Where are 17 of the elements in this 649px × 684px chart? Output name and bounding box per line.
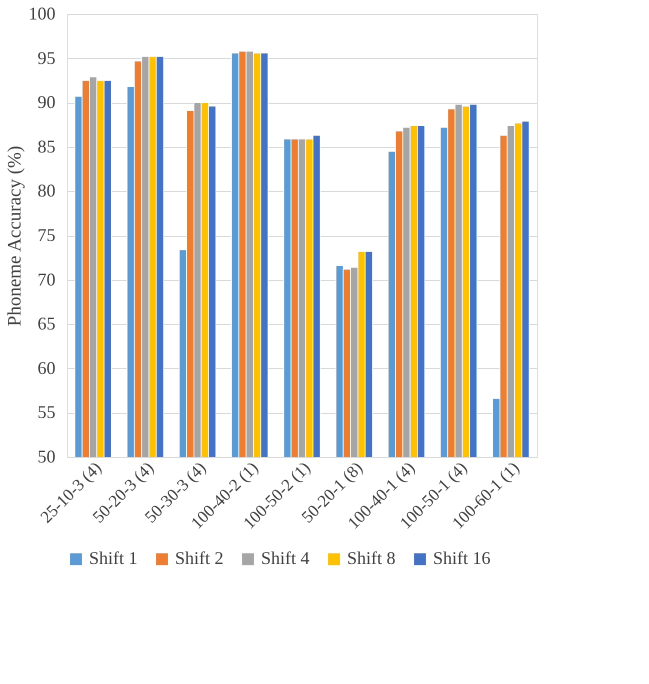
y-tick-label: 85	[38, 136, 56, 156]
y-tick-label: 65	[38, 314, 56, 334]
legend-label: Shift 4	[261, 548, 310, 568]
legend-label: Shift 16	[433, 548, 491, 568]
y-tick-label: 90	[38, 92, 56, 112]
y-tick-label: 55	[38, 402, 56, 422]
legend-label: Shift 1	[89, 548, 138, 568]
y-tick-label: 100	[28, 4, 56, 24]
y-axis-title: Phoneme Accuracy (%)	[4, 146, 26, 326]
y-tick-label: 80	[38, 180, 56, 201]
legend-label: Shift 8	[347, 548, 396, 568]
y-tick-label: 75	[38, 225, 56, 245]
y-tick-label: 60	[38, 358, 56, 378]
y-tick-label: 70	[38, 269, 56, 290]
legend-label: Shift 2	[175, 548, 224, 568]
y-tick-label: 50	[38, 446, 56, 466]
y-tick-label: 95	[38, 48, 56, 68]
